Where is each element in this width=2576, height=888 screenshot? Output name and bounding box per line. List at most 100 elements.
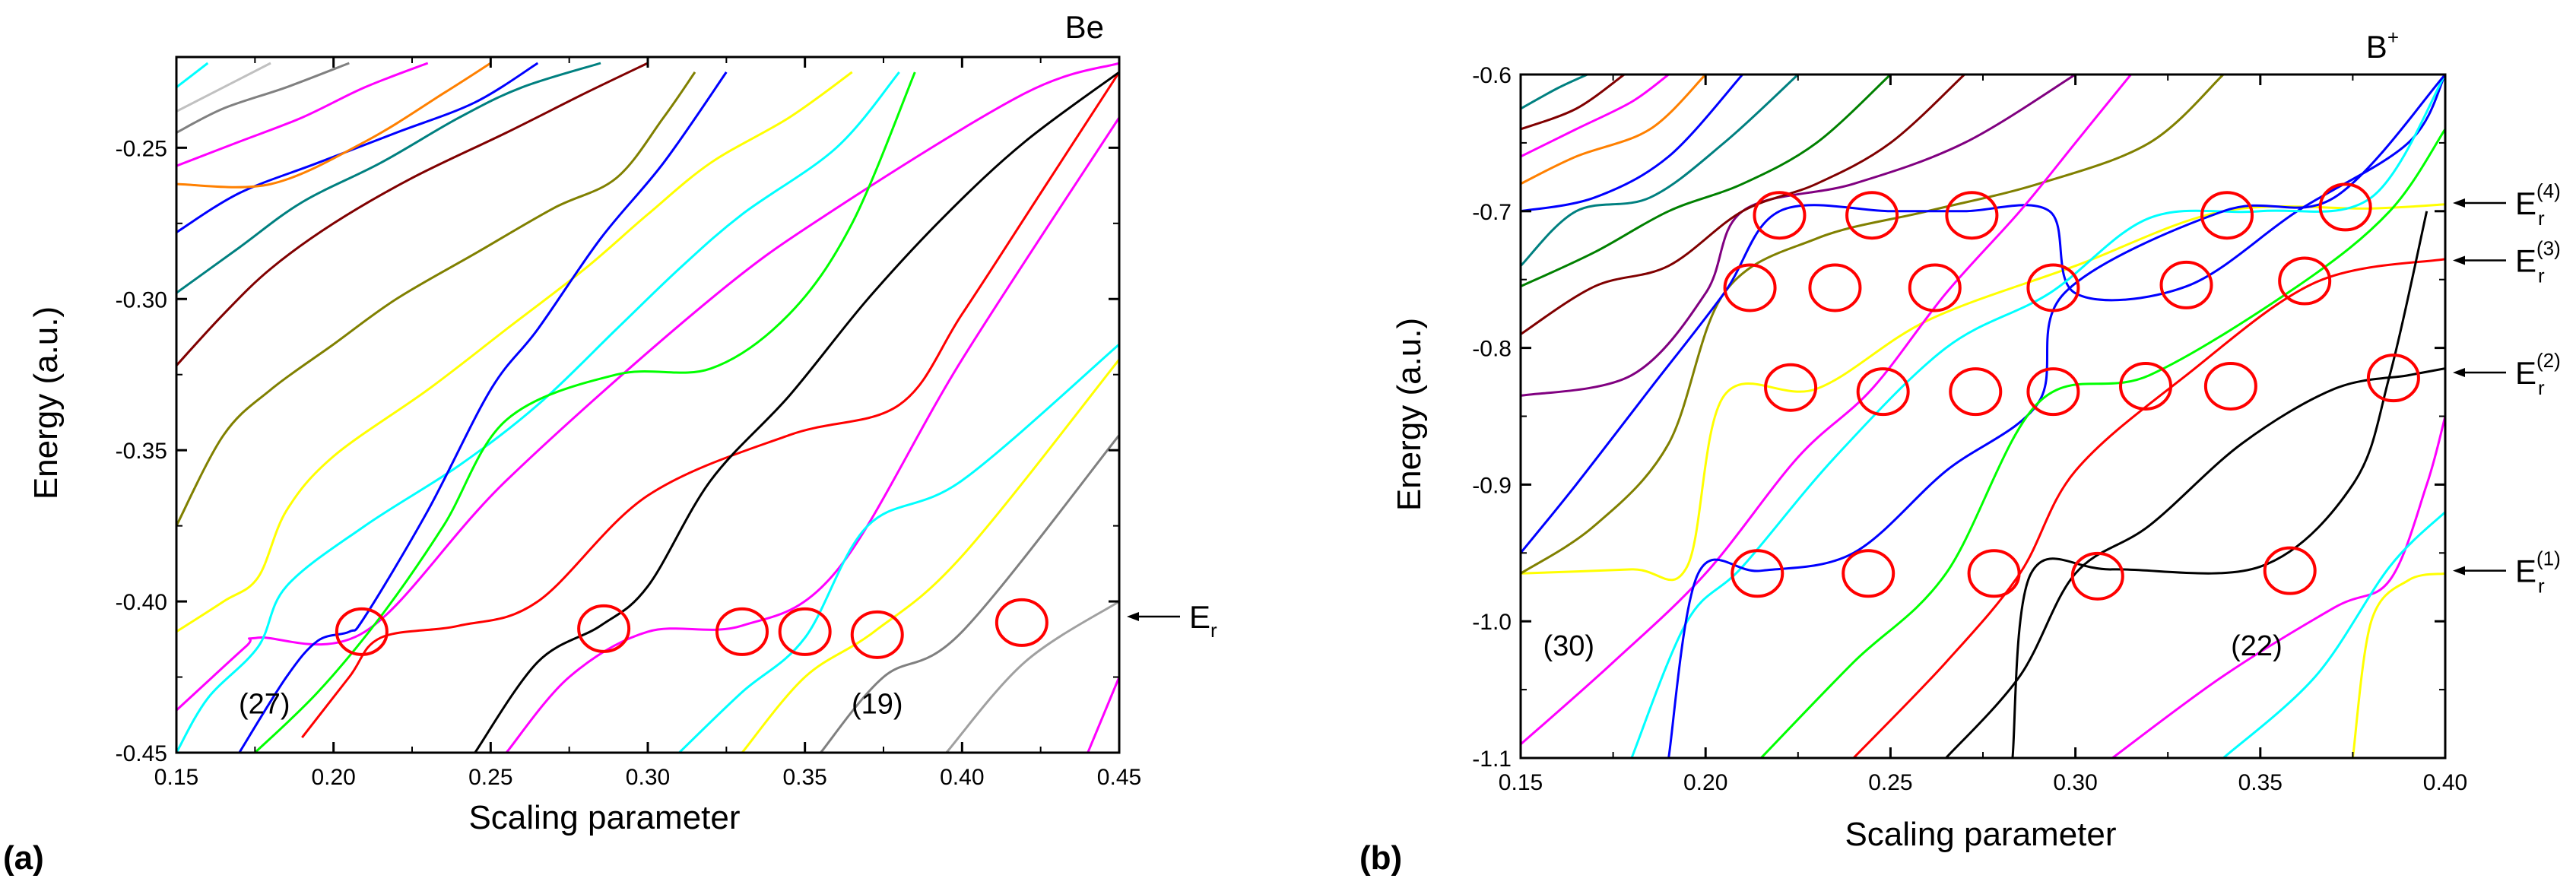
series-line-9 <box>505 116 1119 753</box>
series-line-17 <box>1521 75 1799 267</box>
resonance-circle <box>2119 361 2173 411</box>
curves <box>176 62 1119 753</box>
resonance-circle <box>995 598 1048 647</box>
y-tick-label: -0.45 <box>116 741 167 766</box>
series-line-9 <box>1945 367 2445 758</box>
series-line-4 <box>1521 75 2132 746</box>
series-line-7 <box>301 71 1119 739</box>
resonance-circle <box>1842 549 1896 598</box>
series-line-19 <box>176 62 429 167</box>
panel-b: 0.15 0.20 0.25 0.30 0.35 0.40 -1.1 -1.0 -0.9 -0.8… <box>1359 26 2561 877</box>
resonance-label-sup: (3) <box>2536 237 2561 260</box>
plot-frame <box>175 56 1121 754</box>
x-tick-label: 0.35 <box>2238 770 2283 795</box>
annotation-label: (30) <box>1543 630 1594 662</box>
arrow-head <box>2453 198 2465 208</box>
resonance-circle <box>1856 367 1910 417</box>
series-line-10 <box>678 343 1119 753</box>
resonance-label-main: E <box>2515 243 2536 279</box>
series-line-19 <box>1521 75 1707 186</box>
y-tick-label: -1.0 <box>1472 610 1512 635</box>
resonance-label-sub: r <box>2538 207 2545 230</box>
series-line-5 <box>238 71 728 753</box>
series-line-6 <box>254 71 916 753</box>
x-axis-label: Scaling parameter <box>468 799 740 836</box>
x-tick-label: 0.25 <box>468 765 512 790</box>
x-tick-label: 0.40 <box>2423 770 2467 795</box>
series-line-20 <box>176 62 350 134</box>
resonance-circle <box>577 604 631 653</box>
resonance-circle <box>1845 191 1899 240</box>
resonance-circle <box>850 610 904 659</box>
y-tick-label: -0.9 <box>1472 473 1512 498</box>
x-tick-label: 0.20 <box>311 765 355 790</box>
resonance-label-sup: (2) <box>2536 349 2561 372</box>
chart-title: Be <box>1065 9 1104 45</box>
resonance-label: E(1) r <box>2515 547 2561 598</box>
resonance-circle <box>2318 182 2372 232</box>
curves <box>1521 75 2445 758</box>
y-tick-label: -0.25 <box>116 136 167 161</box>
resonance-circle <box>1753 191 1807 240</box>
resonance-label: Er <box>1189 599 1217 642</box>
series-line-3 <box>176 71 853 633</box>
resonance-label-main: E <box>2515 186 2536 221</box>
resonance-label-sub: r <box>1210 619 1217 642</box>
resonance-circle <box>2070 551 2124 601</box>
chart-title-main: Be <box>1065 9 1104 45</box>
resonance-circle <box>2159 260 2213 309</box>
resonance-circle <box>2200 191 2254 240</box>
series-line-12 <box>2222 511 2445 758</box>
panel-label: (b) <box>1359 839 1402 877</box>
resonance-circle <box>335 607 389 656</box>
y-tick-label: -0.40 <box>116 590 167 615</box>
resonance-circle <box>715 607 769 656</box>
x-tick-label: 0.30 <box>2053 770 2097 795</box>
arrow-head <box>2453 367 2465 377</box>
series-line-22 <box>1521 75 1588 110</box>
y-tick-label: -0.8 <box>1472 337 1512 362</box>
resonance-circle <box>2278 256 2332 306</box>
resonance-circle <box>1723 263 1777 312</box>
arrow-head <box>2453 566 2465 576</box>
resonance-label-main: E <box>2515 553 2536 589</box>
series-line-8 <box>1852 258 2445 758</box>
resonance-label-sub: r <box>2538 376 2545 399</box>
resonance-circle <box>1731 549 1784 598</box>
resonance-circle <box>2263 546 2317 595</box>
series-line-13 <box>945 600 1119 753</box>
x-axis-label: Scaling parameter <box>1845 816 2116 853</box>
resonance-circle <box>1908 263 1962 312</box>
resonance-label: E(2) r <box>2515 349 2561 399</box>
series-line-7 <box>1760 128 2445 758</box>
plot-frame <box>1519 73 2447 760</box>
resonance-circle <box>1764 363 1818 412</box>
resonance-circle <box>1808 263 1862 312</box>
y-axis-label: Energy (a.u.) <box>27 306 65 500</box>
x-tick-label: 0.15 <box>1499 770 1543 795</box>
arrow-head <box>2453 255 2465 265</box>
resonance-circle <box>778 607 832 656</box>
resonance-circle <box>1967 549 2021 598</box>
resonance-circle <box>2026 263 2080 312</box>
series-line-14 <box>1087 676 1119 753</box>
y-tick-label: -0.30 <box>116 287 167 312</box>
series-line-18 <box>1521 75 1743 213</box>
y-tick-label: -0.7 <box>1472 200 1512 225</box>
series-line-11 <box>2111 416 2445 758</box>
series-line-6 <box>1667 75 2445 758</box>
x-tick-label: 0.35 <box>782 765 826 790</box>
resonance-label-main: E <box>2515 355 2536 391</box>
arrow-head <box>1127 611 1139 621</box>
panel-a: 0.15 0.20 0.25 0.30 0.35 0.40 0.45 -0.45 -0.40 -0… <box>3 9 1217 877</box>
series-line-18 <box>176 62 492 189</box>
series-line-13 <box>2351 572 2445 758</box>
panel-label: (a) <box>3 839 44 877</box>
resonance-circle <box>1949 367 2003 417</box>
resonance-label-main: E <box>1189 599 1210 635</box>
annotation-label: (22) <box>2231 630 2283 662</box>
x-tick-label: 0.30 <box>626 765 670 790</box>
series-line-2 <box>1521 75 2225 575</box>
y-tick-label: -1.1 <box>1472 747 1512 772</box>
